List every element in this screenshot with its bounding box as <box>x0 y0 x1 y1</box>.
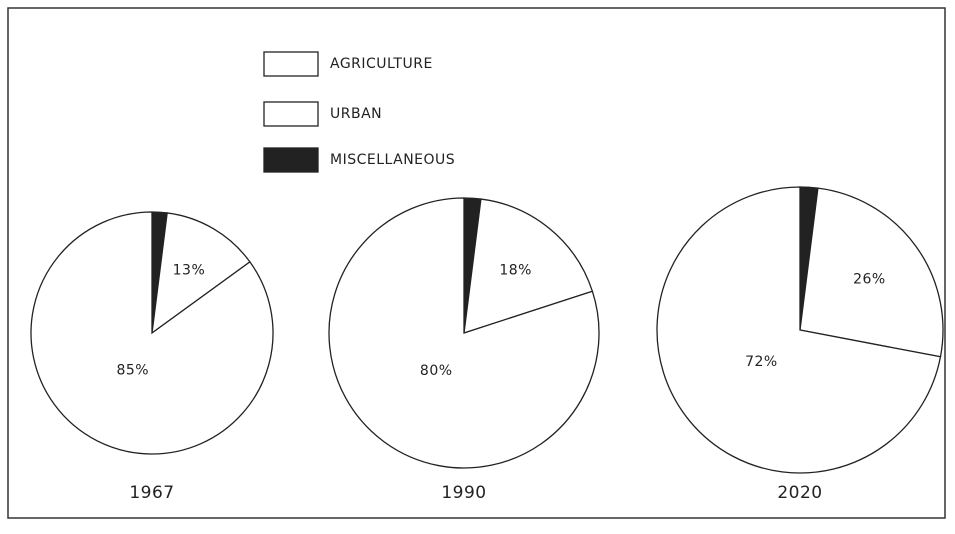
value-label: 85% <box>116 363 149 379</box>
value-label: 80% <box>420 363 453 379</box>
value-label: 72% <box>745 354 778 370</box>
pie-title: 1990 <box>441 483 486 503</box>
value-label: 26% <box>853 272 886 288</box>
legend-label: URBAN <box>330 106 382 122</box>
legend-swatch <box>263 101 319 127</box>
legend-swatch <box>263 51 319 77</box>
value-label: 18% <box>499 263 532 279</box>
pie-slice <box>30 211 274 455</box>
pie-title: 1967 <box>129 483 174 503</box>
value-label: 13% <box>173 263 206 279</box>
pie-slice <box>799 187 944 358</box>
legend-label: MISCELLANEOUS <box>330 152 455 168</box>
legend-swatch <box>263 147 319 173</box>
legend-label: AGRICULTURE <box>330 56 433 72</box>
pie-title: 2020 <box>777 483 822 503</box>
frame <box>7 7 946 519</box>
pie-slice <box>463 198 594 334</box>
pie-slice <box>656 186 942 474</box>
pie-slice <box>328 197 600 469</box>
pie-slice <box>151 212 251 335</box>
